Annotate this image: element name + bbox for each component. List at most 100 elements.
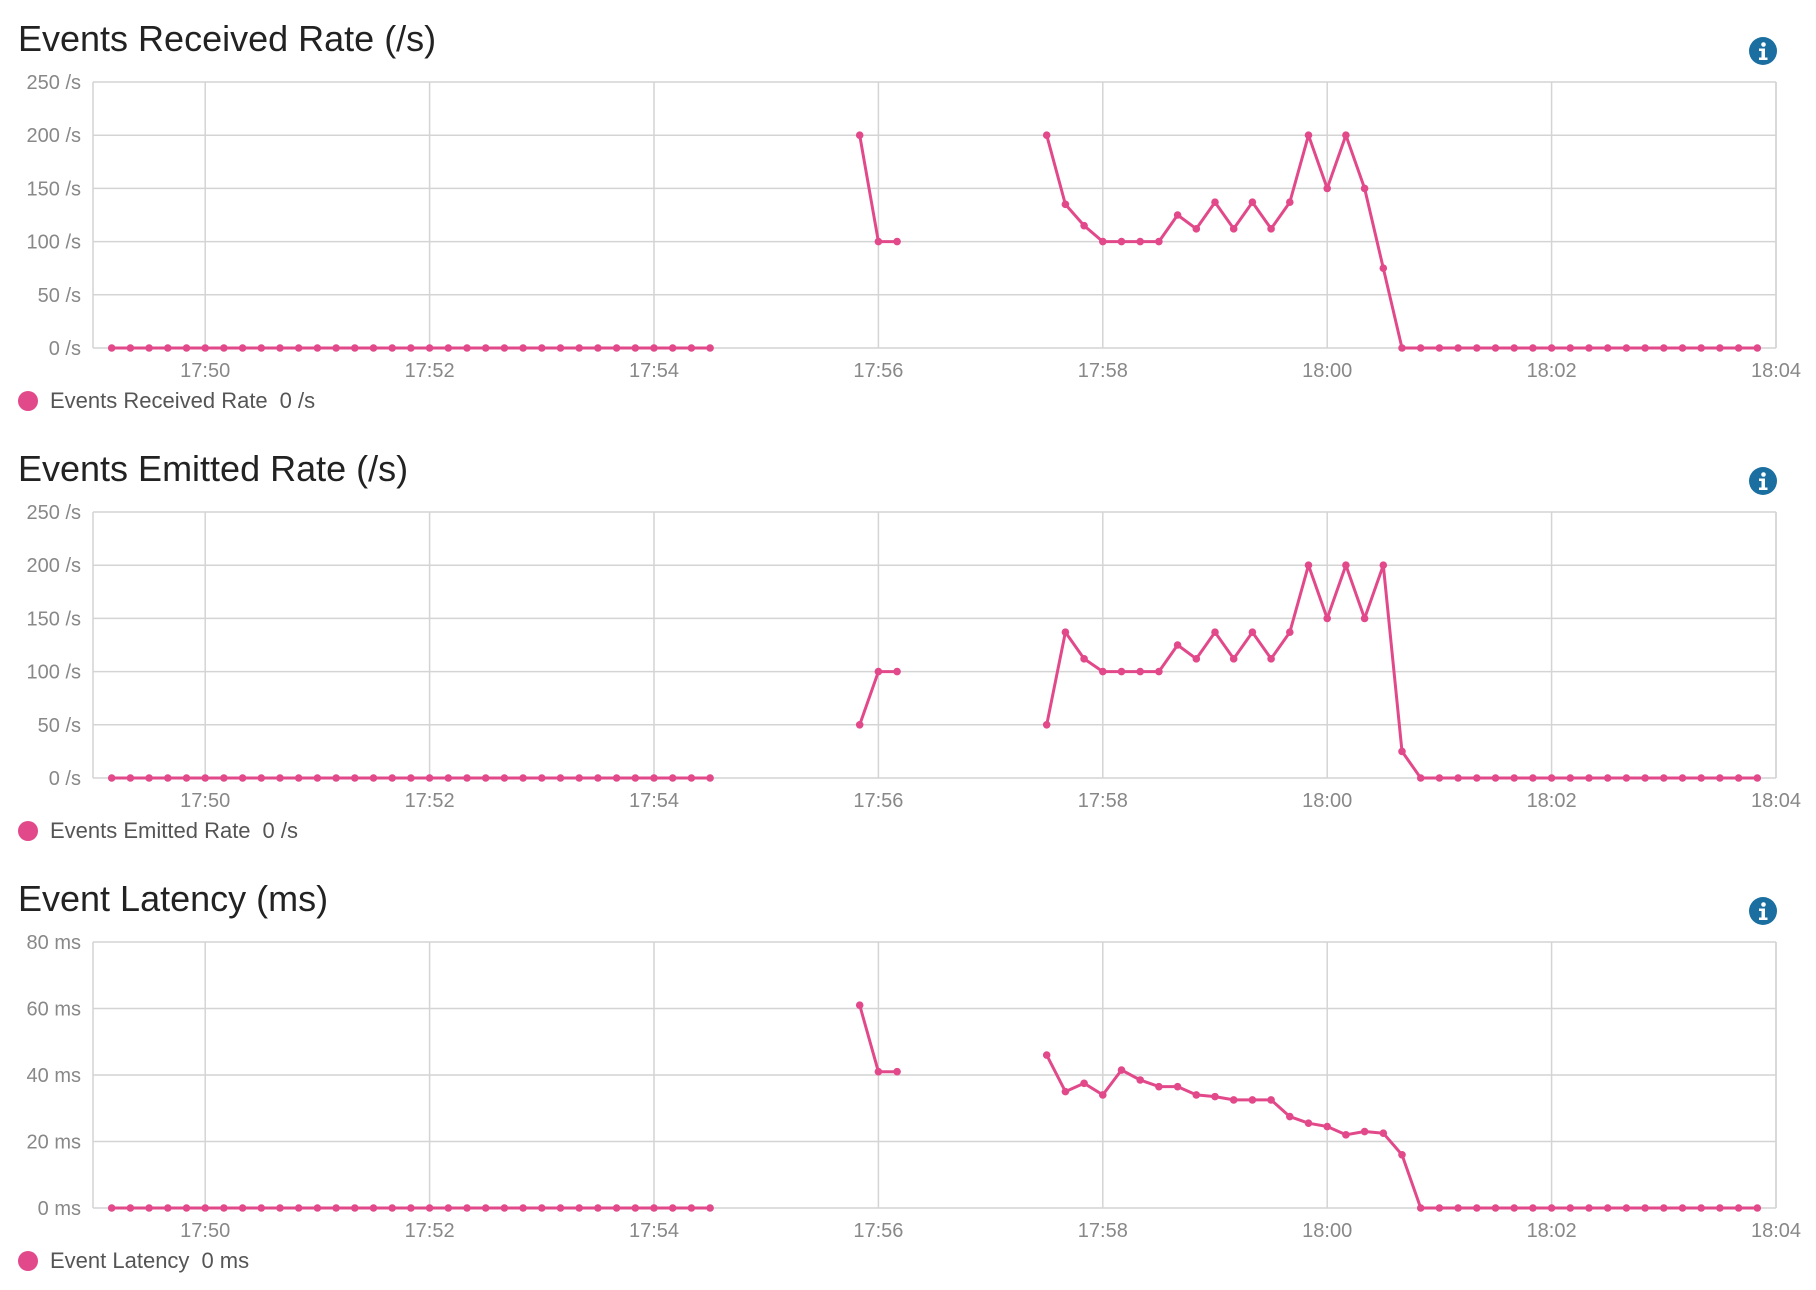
data-point (332, 344, 340, 352)
data-point (1547, 774, 1556, 782)
data-point (612, 1204, 621, 1212)
data-point (650, 344, 658, 352)
data-point (1697, 344, 1705, 352)
data-point (1099, 1091, 1107, 1099)
data-point (1753, 774, 1762, 782)
info-icon[interactable] (1748, 466, 1778, 496)
data-point (631, 774, 640, 782)
x-tick-label: 17:54 (629, 790, 679, 810)
x-tick-label: 18:02 (1527, 1220, 1577, 1240)
data-point (351, 774, 359, 782)
data-point (294, 774, 303, 782)
data-point (1660, 1204, 1668, 1212)
data-point (1360, 1127, 1369, 1136)
data-point (1117, 237, 1126, 246)
data-point (594, 1204, 602, 1212)
data-point (1416, 344, 1425, 352)
info-icon[interactable] (1748, 896, 1778, 926)
data-point (1678, 774, 1687, 782)
data-point (444, 1204, 453, 1212)
y-tick-label: 80 ms (27, 932, 81, 954)
x-tick-label: 17:54 (629, 360, 679, 380)
legend[interactable]: Events Received Rate 0 /s (18, 388, 315, 414)
data-point (463, 344, 471, 352)
data-point (276, 774, 284, 782)
data-point (126, 1204, 135, 1212)
data-point (257, 1204, 266, 1212)
data-point (612, 344, 621, 352)
data-point (1585, 774, 1593, 782)
data-point (276, 344, 284, 352)
info-icon[interactable] (1748, 36, 1778, 66)
y-tick-label: 250 /s (27, 72, 81, 94)
data-point (369, 344, 378, 352)
data-point (668, 344, 677, 352)
data-point (481, 1204, 490, 1212)
data-point (1061, 1087, 1070, 1096)
data-point (1342, 1131, 1350, 1139)
x-tick-label: 17:50 (180, 1220, 230, 1240)
data-point (369, 1204, 378, 1212)
legend[interactable]: Event Latency 0 ms (18, 1248, 249, 1274)
data-point (182, 344, 191, 352)
data-point (126, 774, 135, 782)
data-point (1099, 667, 1107, 676)
data-point (706, 344, 714, 352)
data-point (500, 1204, 509, 1212)
data-point (1566, 774, 1575, 782)
data-point (1622, 774, 1631, 782)
data-point (1304, 561, 1313, 569)
data-point (1304, 1119, 1313, 1128)
data-point (538, 1204, 546, 1212)
data-point (201, 344, 209, 352)
data-point (388, 1204, 397, 1212)
chart-area: 0 /s 50 /s 100 /s 150 /s 200 /s 250 /s 17:50 17… (27, 72, 1802, 380)
data-point (538, 774, 546, 782)
data-point (1267, 655, 1275, 663)
data-point (463, 1204, 471, 1212)
data-point (706, 774, 714, 782)
data-point (1173, 1082, 1182, 1091)
y-tick-label: 200 /s (27, 555, 81, 577)
data-point (1136, 237, 1144, 246)
data-point (1491, 344, 1500, 352)
y-tick-label: 100 /s (27, 662, 81, 684)
data-point (668, 774, 677, 782)
data-point (1603, 774, 1612, 782)
data-point (294, 1204, 303, 1212)
data-point (1192, 655, 1201, 663)
data-point (481, 774, 490, 782)
legend[interactable]: Events Emitted Rate 0 /s (18, 818, 298, 844)
panel-title: Event Latency (ms) (18, 878, 329, 919)
data-point (1697, 1204, 1705, 1212)
x-tick-label: 18:00 (1302, 790, 1352, 810)
y-tick-label: 60 ms (27, 999, 81, 1021)
data-point (1454, 344, 1462, 352)
x-tick-label: 17:54 (629, 1220, 679, 1240)
data-point (313, 344, 322, 352)
data-point (1080, 1079, 1088, 1088)
data-point (874, 237, 883, 246)
data-point (257, 774, 266, 782)
legend-marker (18, 821, 38, 841)
data-point (1267, 1096, 1275, 1104)
data-point (332, 1204, 340, 1212)
data-point (1099, 237, 1107, 246)
data-point (1473, 774, 1481, 782)
data-point (1379, 561, 1388, 569)
data-point (1510, 774, 1518, 782)
series-line (1045, 1054, 1758, 1210)
data-point (1360, 614, 1369, 623)
data-point (1398, 1151, 1406, 1159)
data-point (1734, 774, 1743, 782)
data-point (1473, 1204, 1481, 1212)
data-point (388, 774, 397, 782)
y-tick-label: 50 /s (38, 285, 81, 307)
data-point (1454, 774, 1462, 782)
x-tick-label: 17:52 (405, 360, 455, 380)
data-point (220, 774, 228, 782)
data-point (1660, 344, 1668, 352)
data-point (1061, 200, 1070, 209)
data-point (182, 1204, 191, 1212)
y-tick-label: 150 /s (27, 608, 81, 630)
